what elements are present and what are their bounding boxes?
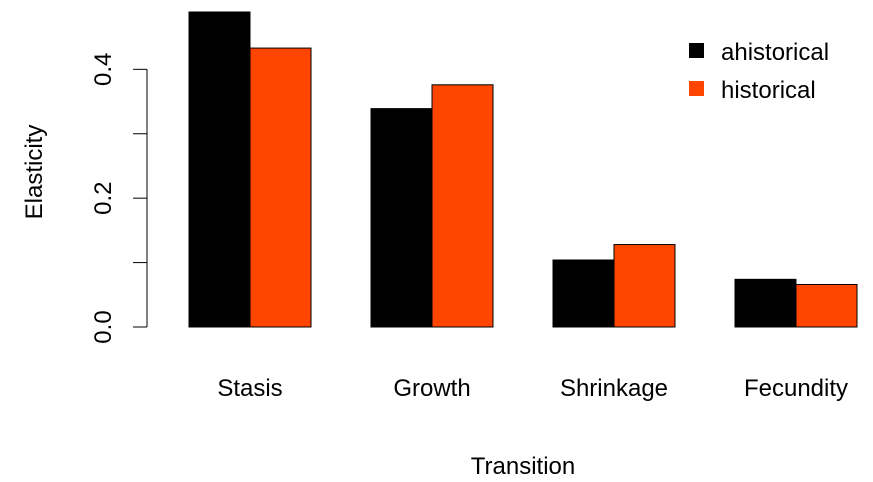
y-axis-title: Elasticity bbox=[21, 125, 48, 220]
x-axis-labels: Stasis Growth Shrinkage Fecundity bbox=[217, 375, 848, 402]
x-axis-title: Transition bbox=[471, 453, 575, 480]
bar-stasis-historical bbox=[249, 47, 312, 328]
bar-growth-historical bbox=[431, 84, 494, 328]
bar-fecundity-historical bbox=[795, 283, 858, 328]
x-tick-label-fecundity: Fecundity bbox=[744, 375, 848, 402]
y-tick-label: 0.2 bbox=[90, 181, 117, 214]
legend-label-ahistorical: ahistorical bbox=[721, 39, 829, 66]
x-tick-label-stasis: Stasis bbox=[217, 375, 282, 402]
bar-shrinkage-historical bbox=[613, 244, 676, 328]
y-tick-label: 0.4 bbox=[90, 53, 117, 86]
legend-label-historical: historical bbox=[721, 77, 816, 104]
bar-shrinkage-ahistorical bbox=[552, 259, 615, 328]
bar-growth-ahistorical bbox=[370, 108, 433, 328]
bar-fecundity-ahistorical bbox=[734, 278, 797, 328]
legend: ahistorical historical bbox=[689, 39, 829, 104]
bar-stasis-ahistorical bbox=[188, 11, 251, 328]
y-tick-label: 0.0 bbox=[90, 310, 117, 343]
y-axis: 0.0 0.2 0.4 bbox=[90, 53, 148, 344]
x-tick-label-shrinkage: Shrinkage bbox=[560, 375, 668, 402]
legend-swatch-ahistorical bbox=[689, 43, 704, 58]
bars-group bbox=[188, 11, 858, 328]
legend-swatch-historical bbox=[689, 81, 704, 96]
x-tick-label-growth: Growth bbox=[393, 375, 470, 402]
